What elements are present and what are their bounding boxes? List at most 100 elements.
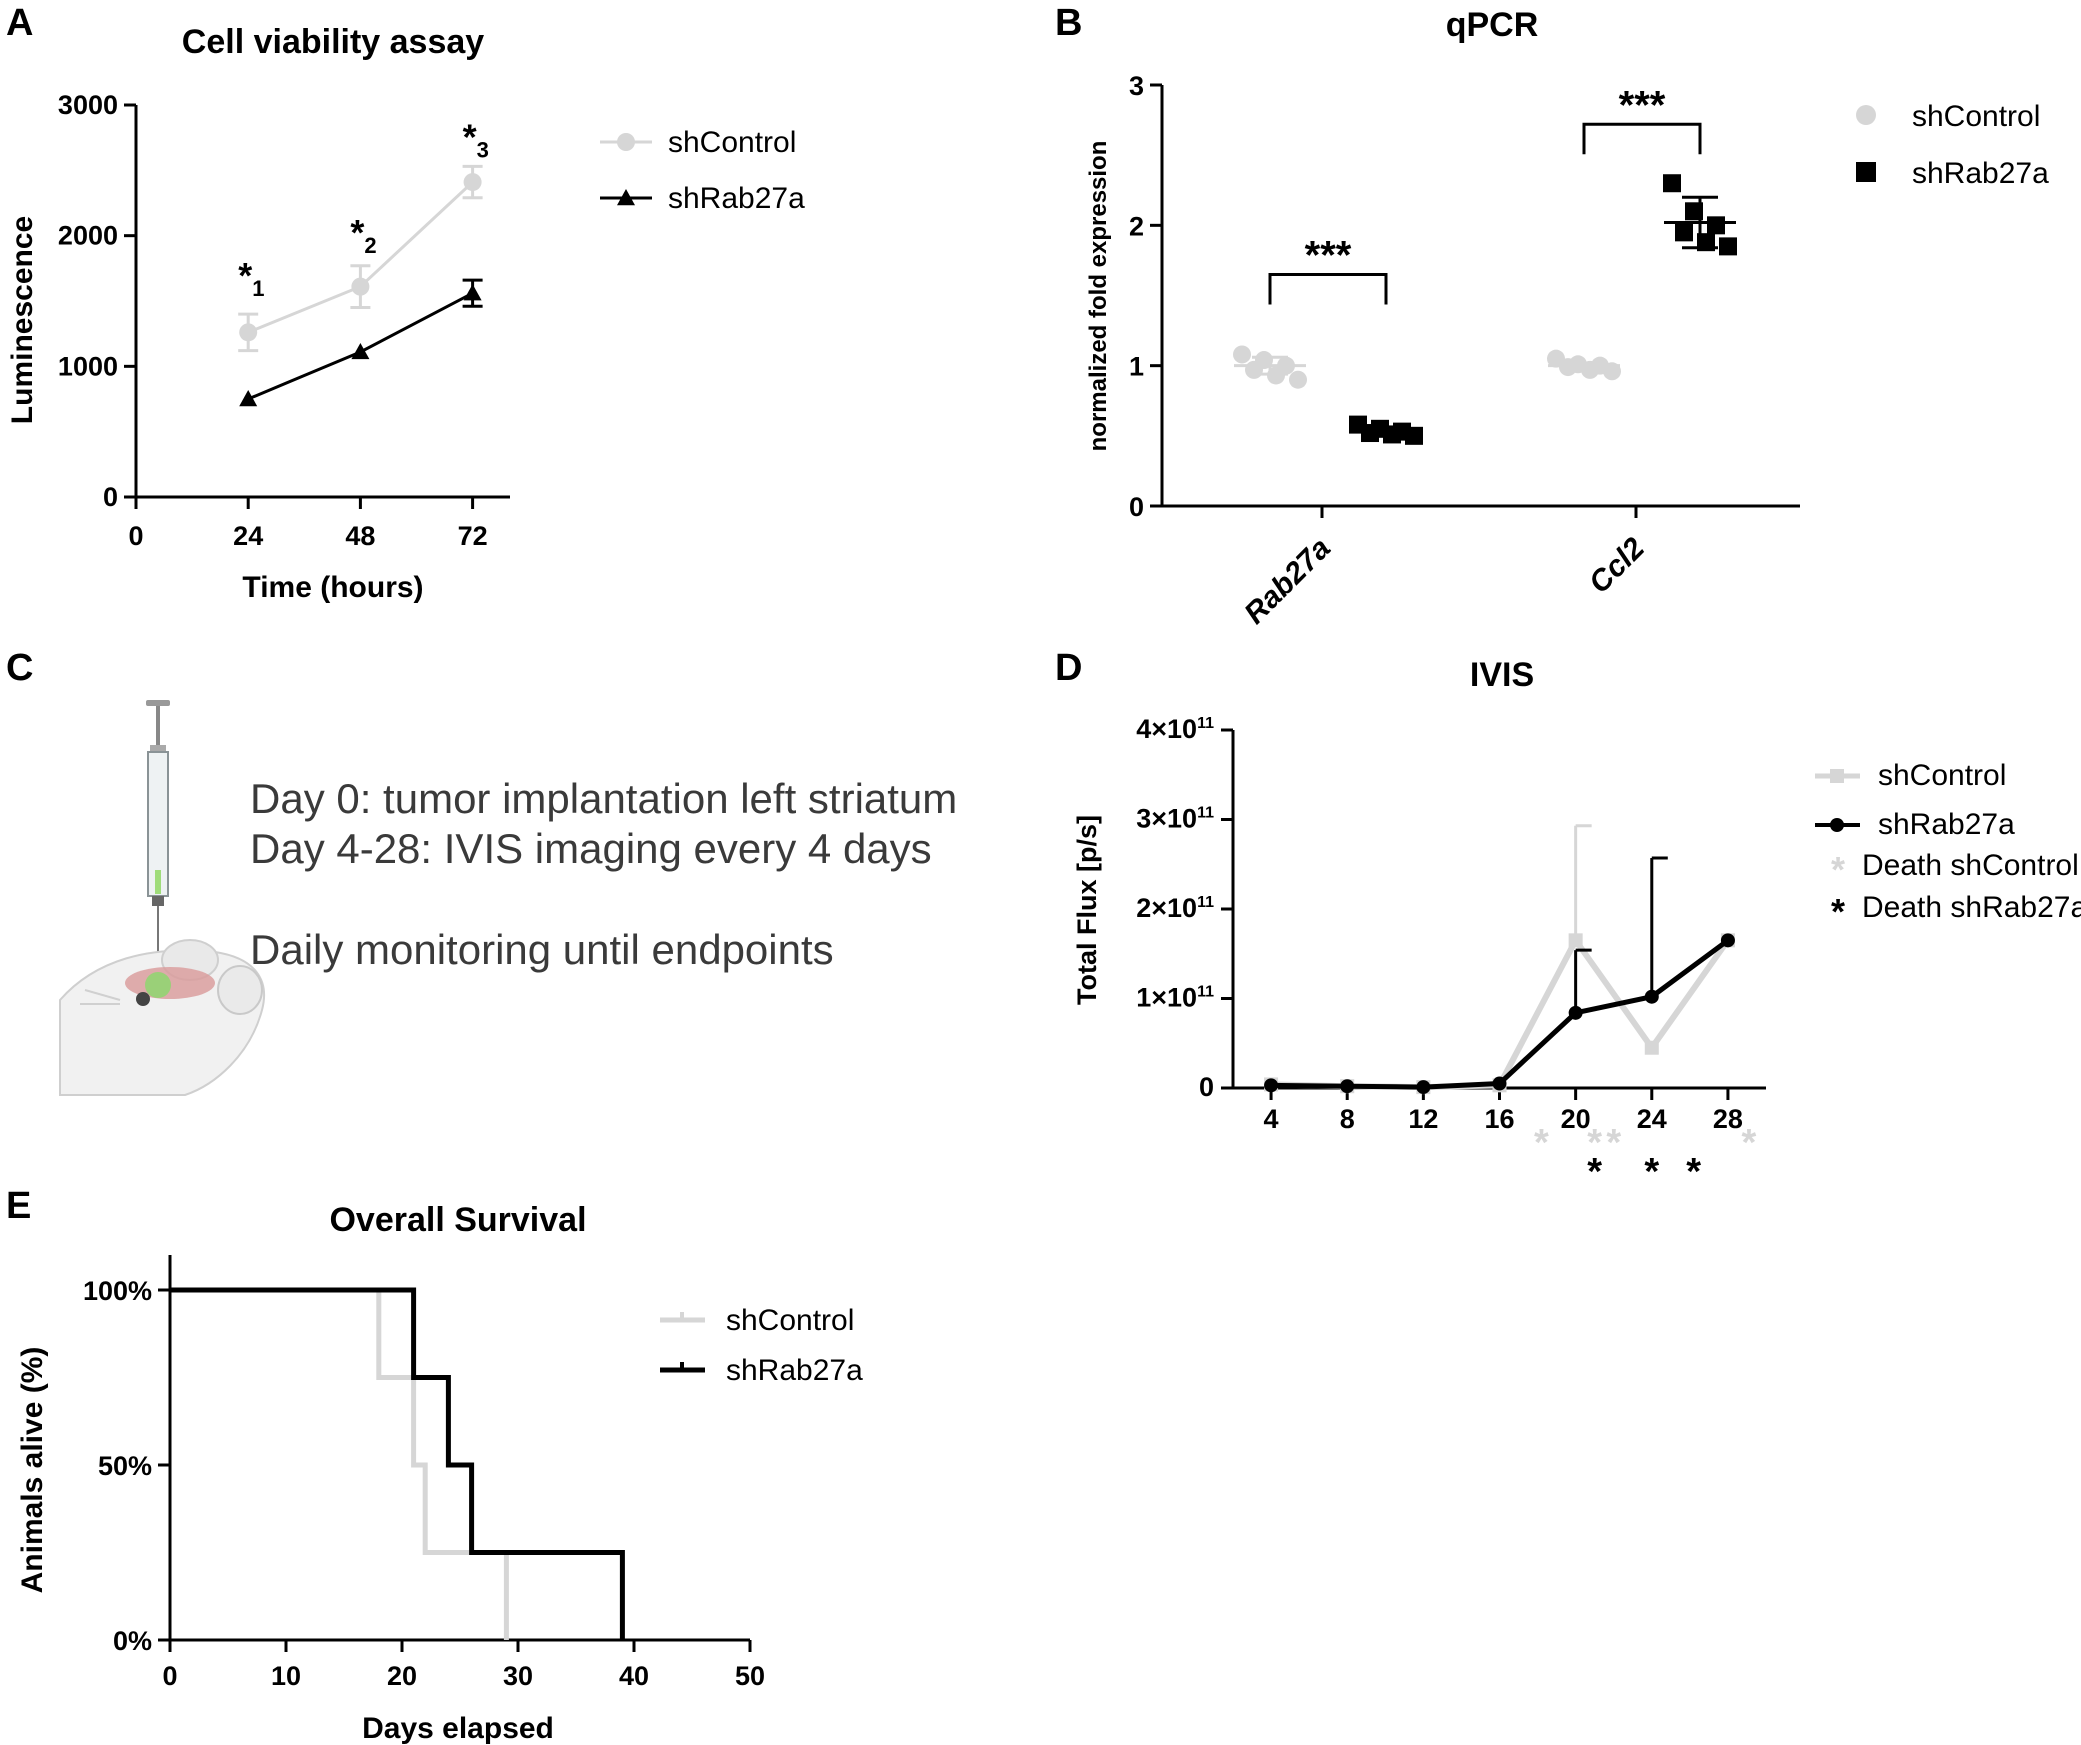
panel-a-legend-label: shControl [668,126,796,159]
panel-b-point-shRab27a [1675,223,1693,242]
panel-b-point-shRab27a [1405,426,1423,445]
panel-b-point-shControl [1245,360,1263,379]
panel-d-legend-marker-shRab27a [1830,818,1844,832]
panel-a-xtick-label: 24 [233,521,263,551]
panel-a-point-shControl [463,173,482,192]
panel-a-legend-marker-shRab27a [617,189,635,206]
panel-d-point-shControl [1644,1040,1659,1055]
panel-d-ytick-exponent: 11 [1197,715,1214,732]
panel-a-xlabel: Time (hours) [242,571,423,604]
panel-a-point-shControl [239,323,258,342]
panel-a-xtick-label: 72 [458,521,488,551]
panel-a-point-shRab27a [463,284,482,301]
panel-a-star-symbol: * [350,212,364,253]
panel-a-ytick-label: 2000 [58,221,118,251]
panel-letter-b: B [1055,2,1082,44]
panel-e-title: Overall Survival [329,1201,586,1239]
panel-d-death-marker-shControl: * [1587,1122,1602,1164]
panel-e-xtick-label: 30 [503,1661,533,1691]
panel-a-cell-viability: Cell viability assay Time (hours) Lumine… [6,23,805,604]
panel-d-xtick-label: 16 [1484,1104,1514,1134]
panel-a-ytick-label: 0 [103,482,118,512]
panel-a-star-symbol: * [238,255,252,296]
panel-d-point-shRab27a [1340,1079,1355,1094]
panel-b-point-shRab27a [1719,237,1737,256]
panel-d-xtick-label: 4 [1264,1104,1279,1134]
panel-d-xtick-label: 20 [1561,1104,1591,1134]
panel-b-ytick-label: 1 [1129,352,1144,382]
panel-d-point-shRab27a [1644,989,1659,1004]
panel-b-qpcr: qPCR normalized fold expression 0 1 2 3 Rab2… [1085,6,2049,630]
panel-a-significance-star: *2 [350,212,376,258]
panel-d-ytick-exponent: 11 [1197,894,1214,911]
panel-a-legend-marker-shControl [617,133,635,151]
panel-d-xtick-label: 12 [1408,1104,1438,1134]
panel-d-point-shRab27a [1416,1080,1431,1095]
panel-a-point-shRab27a [239,390,258,407]
panel-e-xtick-label: 10 [271,1661,301,1691]
panel-a-star-subscript: 2 [364,233,376,258]
panel-b-legend-label: shControl [1912,100,2040,133]
panel-d-ytick-mantissa: 4×10 [1136,714,1197,744]
panel-e-ytick-label: 50% [98,1451,152,1481]
panel-c-protocol: Day 0: tumor implantation left striatum … [59,700,957,1096]
panel-a-ytick-label: 3000 [58,90,118,120]
panel-d-ytick-mantissa: 0 [1199,1072,1214,1102]
panel-b-title: qPCR [1446,6,1539,44]
panel-e-legend-label: shRab27a [726,1354,863,1387]
syringe-mouse-illustration [59,700,266,1096]
panel-d-line-shRab27a [1271,938,1730,1090]
panel-e-ytick-label: 0% [113,1626,152,1656]
panel-d-title: IVIS [1470,656,1534,694]
panel-a-ytick-label: 1000 [58,351,118,381]
panel-d-ytick-mantissa: 3×10 [1136,804,1197,834]
panel-e-xtick-label: 50 [735,1661,765,1691]
protocol-line-3: Daily monitoring until endpoints [250,926,834,973]
panel-a-star-subscript: 3 [477,137,489,162]
panel-d-ytick-mantissa: 1×10 [1136,983,1197,1013]
panel-d-death-marker-shRab27a: * [1686,1151,1701,1193]
panel-b-legend-marker-shRab27a [1856,162,1876,182]
panel-d-death-marker-shRab27a: * [1644,1151,1659,1193]
panel-d-ytick-label: 2×1011 [1136,893,1214,923]
panel-d-ytick-label: 3×1011 [1136,804,1214,834]
panel-d-ylabel: Total Flux [p/s] [1072,815,1102,1005]
panel-d-death-marker-shControl: * [1534,1122,1549,1164]
panel-b-legend-label: shRab27a [1912,157,2049,190]
panel-d-ytick-mantissa: 2×10 [1136,893,1197,923]
panel-d-point-shRab27a [1720,933,1735,948]
panel-e-ylabel: Animals alive (%) [16,1347,49,1594]
panel-e-xtick-label: 20 [387,1661,417,1691]
panel-d-ytick-exponent: 11 [1197,805,1214,822]
panel-d-legend-label: Death shRab27a [1862,891,2081,924]
panel-a-star-symbol: * [463,116,477,157]
panel-a-star-subscript: 1 [252,276,264,301]
panel-d-point-shControl [1568,933,1583,948]
panel-b-point-shRab27a [1383,425,1401,444]
panel-d-legend-label: Death shControl [1862,849,2079,882]
panel-d-death-marker-shControl: * [1606,1122,1621,1164]
panel-b-point-shControl [1233,345,1251,364]
panel-letter-c: C [6,647,33,689]
protocol-line-2: Day 4-28: IVIS imaging every 4 days [250,825,932,872]
panel-d-xtick-label: 28 [1713,1104,1743,1134]
panel-e-ytick-label: 100% [83,1276,152,1306]
panel-d-death-marker-shControl: * [1741,1122,1756,1164]
panel-e-survival-curve-shRab27a [170,1287,625,1640]
panel-a-point-shControl [351,277,370,296]
panel-letter-a: A [6,2,33,44]
panel-d-xtick-label: 24 [1637,1104,1667,1134]
panel-b-legend-marker-shControl [1856,105,1876,125]
panel-d-legend-label: shRab27a [1878,808,2015,841]
panel-d-ivis: IVIS Total Flux [p/s] 01×10112×10113×101… [1072,656,2081,1193]
panel-a-title: Cell viability assay [182,23,484,61]
panel-d-point-shRab27a [1492,1076,1507,1091]
panel-d-ytick-exponent: 11 [1197,984,1214,1001]
panel-d-legend-label: shControl [1878,759,2006,792]
protocol-line-1: Day 0: tumor implantation left striatum [250,775,957,822]
panel-a-legend-label: shRab27a [668,182,805,215]
panel-a-ylabel: Luminescence [6,216,39,424]
panel-b-point-shRab27a [1707,216,1725,235]
panel-d-legend-marker-shControl [1830,769,1844,783]
panel-e-survival: Overall Survival Days elapsed Animals al… [16,1201,863,1745]
